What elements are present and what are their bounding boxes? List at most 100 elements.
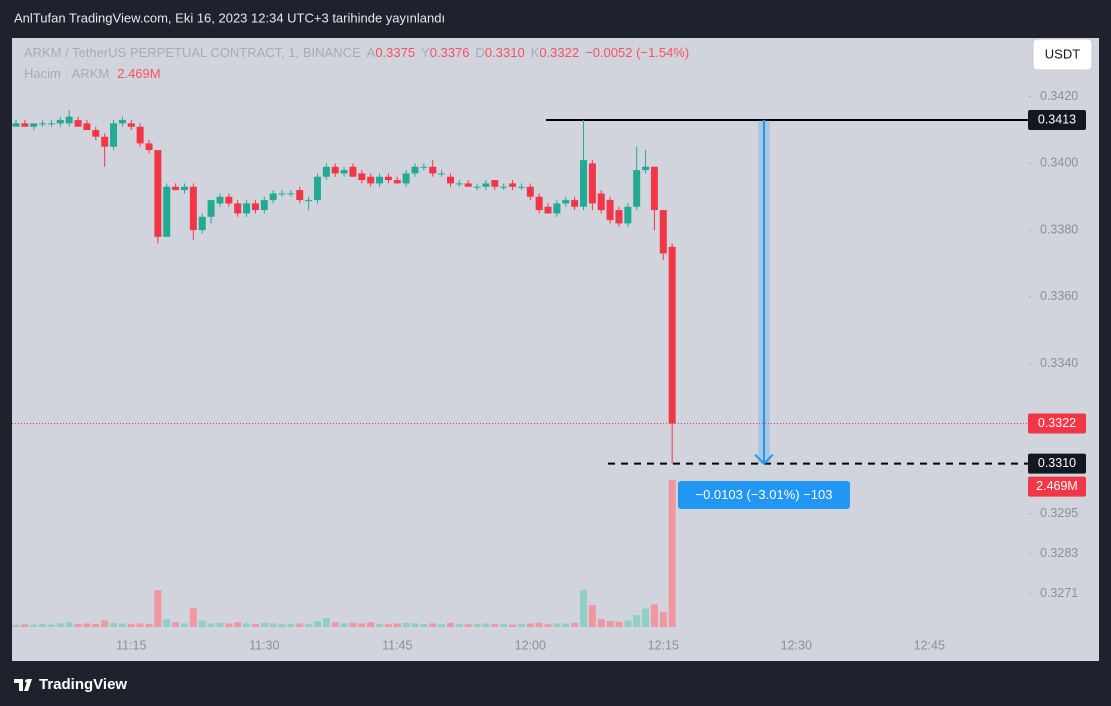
volume-bar: [234, 622, 242, 627]
y-tick-label: 0.3420: [1040, 89, 1078, 103]
measure-label: −0.0103 (−3.01%) −103: [696, 487, 833, 502]
volume-bar: [553, 623, 561, 627]
volume-bar: [340, 623, 348, 627]
logo-dot: [25, 679, 29, 683]
candle-body: [562, 200, 570, 204]
candle-body: [482, 183, 490, 187]
candle-body: [438, 173, 446, 175]
candle-body: [535, 196, 543, 211]
volume-bar: [225, 623, 233, 627]
x-tick-label: 12:30: [781, 638, 812, 652]
x-tick-label: 12:15: [648, 638, 679, 652]
candle-body: [650, 166, 658, 211]
candle-body: [189, 186, 197, 231]
candle-body: [642, 166, 650, 171]
volume-bar: [446, 622, 454, 627]
candle-body: [420, 166, 428, 168]
volume-bar: [482, 623, 490, 627]
volume-bar: [464, 624, 472, 627]
volume-bar: [642, 608, 650, 627]
candle-body: [393, 180, 401, 184]
ohlc-key: D: [476, 45, 485, 60]
volume-bar: [349, 622, 357, 627]
candle-body: [322, 166, 330, 177]
volume-bar: [101, 620, 109, 627]
candle-body: [376, 176, 384, 184]
candle-body: [491, 180, 499, 187]
candle-body: [296, 190, 304, 201]
candle-body: [367, 176, 375, 184]
candle-body: [473, 186, 481, 188]
volume-value: 2.469M: [117, 66, 160, 81]
candle-body: [500, 186, 508, 188]
x-tick-label: 11:45: [382, 638, 412, 652]
currency-button-bg[interactable]: [1032, 38, 1093, 71]
volume-bar: [367, 622, 375, 627]
candle-body: [624, 206, 632, 224]
volume-bar: [331, 622, 339, 627]
candle-body: [526, 186, 534, 197]
x-tick-label: 11:15: [116, 638, 146, 652]
ohlc-key: K: [531, 45, 540, 60]
x-tick-label: 11:30: [249, 638, 279, 652]
candle-body: [21, 123, 29, 127]
currency-button[interactable]: USDT: [1032, 38, 1093, 71]
volume-bar: [260, 622, 268, 627]
volume-bar: [198, 620, 206, 627]
volume-bar: [269, 623, 277, 627]
candle-body: [163, 186, 171, 237]
candle-body: [571, 200, 579, 207]
x-tick-label: 12:45: [914, 638, 945, 652]
measure-label-bg: [678, 481, 850, 509]
candle-body: [65, 116, 73, 124]
volume-bar: [296, 623, 304, 627]
volume-bar: [420, 624, 428, 627]
candle-body: [278, 193, 286, 195]
candle-body: [47, 123, 55, 125]
y-tick-label: 0.3283: [1040, 546, 1078, 560]
volume-bar: [47, 624, 55, 627]
price-line-badge: 0.3310: [1038, 456, 1076, 470]
ohlc-key: Y: [421, 45, 430, 60]
volume-bar: [509, 624, 517, 627]
volume-bar: [56, 623, 64, 627]
symbol-title: ARKM / TetherUS PERPETUAL CONTRACT, 1, B…: [24, 45, 361, 60]
candle-body: [633, 170, 641, 207]
candle-body: [12, 123, 20, 127]
volume-bar: [597, 619, 605, 627]
candle-body: [39, 123, 47, 125]
candle-body: [455, 183, 463, 185]
candle-body: [207, 200, 215, 217]
chart-layer: ARKM / TetherUS PERPETUAL CONTRACT, 1, B…: [12, 45, 1086, 652]
volume-bar: [251, 624, 259, 627]
candle-body: [446, 176, 454, 184]
y-tick-label: 0.3295: [1040, 506, 1078, 520]
currency-label[interactable]: USDT: [1045, 46, 1080, 61]
volume-bar: [473, 624, 481, 627]
candle-body: [668, 246, 676, 424]
candle-body: [198, 216, 206, 231]
candle-body: [287, 193, 295, 195]
candle-body: [615, 210, 623, 224]
candle-body: [74, 120, 82, 127]
last-price-badge: 0.3322: [1038, 416, 1076, 430]
ohlc-key: A: [367, 45, 376, 60]
candle-body: [30, 123, 38, 127]
candle-body: [588, 163, 596, 204]
candle-body: [225, 196, 233, 204]
volume-bar: [278, 624, 286, 627]
candle-body: [127, 123, 135, 127]
measure-arrowhead: [754, 453, 774, 465]
candle-body: [331, 166, 339, 174]
volume-bar: [624, 620, 632, 627]
candle-body: [358, 173, 366, 181]
volume-bar: [110, 622, 118, 627]
volume-bar: [65, 622, 73, 627]
candle-body: [517, 186, 525, 188]
candle-body: [180, 186, 188, 191]
volume-bar: [393, 623, 401, 627]
candle-body: [606, 200, 614, 221]
y-tick-label: 0.3340: [1040, 356, 1078, 370]
